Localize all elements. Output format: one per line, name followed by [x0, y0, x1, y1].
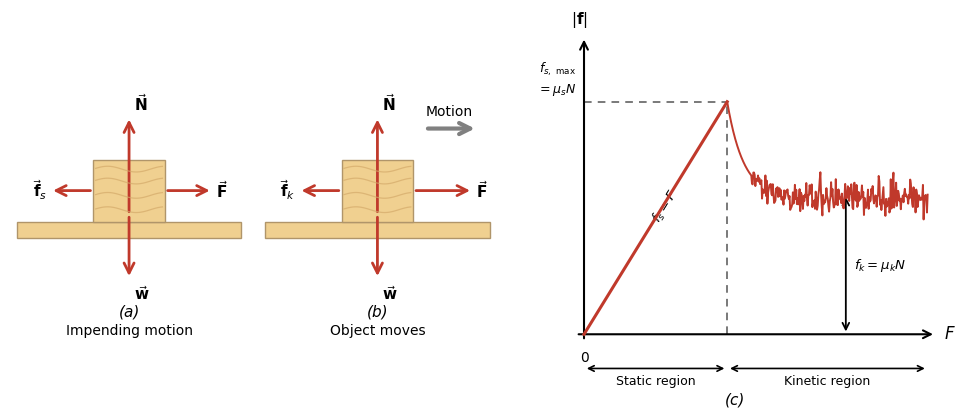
Text: Object moves: Object moves: [329, 324, 426, 338]
Text: $\vec{\mathbf{w}}$: $\vec{\mathbf{w}}$: [382, 285, 397, 303]
Bar: [94, 160, 165, 221]
Text: Impending motion: Impending motion: [65, 324, 193, 338]
Text: $f_{s,\mathrm{\ max}}$
$= \mu_s N$: $f_{s,\mathrm{\ max}}$ $= \mu_s N$: [537, 60, 576, 98]
Text: (b): (b): [366, 305, 389, 320]
Text: $\vec{\mathbf{F}}$: $\vec{\mathbf{F}}$: [476, 180, 489, 201]
Text: Static region: Static region: [616, 375, 695, 388]
Text: $\vec{\mathbf{f}}_s$: $\vec{\mathbf{f}}_s$: [32, 179, 47, 202]
Text: $\vec{\mathbf{F}}$: $\vec{\mathbf{F}}$: [216, 180, 229, 201]
Text: $f_k = \mu_k N$: $f_k = \mu_k N$: [854, 257, 907, 274]
Text: Motion: Motion: [426, 105, 472, 119]
Bar: [342, 160, 413, 221]
Text: 0: 0: [580, 352, 588, 365]
Bar: [265, 221, 490, 239]
Text: (c): (c): [726, 392, 745, 407]
Text: $\vec{\mathbf{w}}$: $\vec{\mathbf{w}}$: [133, 285, 149, 303]
Text: $f_s = F$: $f_s = F$: [649, 188, 682, 226]
Text: $|\mathbf{f}|$: $|\mathbf{f}|$: [572, 10, 588, 30]
Bar: [17, 221, 242, 239]
Text: $\vec{\mathbf{f}}_k$: $\vec{\mathbf{f}}_k$: [280, 179, 295, 202]
Text: $F$: $F$: [944, 325, 955, 343]
Text: $\vec{\mathbf{N}}$: $\vec{\mathbf{N}}$: [133, 93, 147, 114]
Text: Kinetic region: Kinetic region: [784, 375, 871, 388]
Text: $\vec{\mathbf{N}}$: $\vec{\mathbf{N}}$: [382, 93, 395, 114]
Text: (a): (a): [119, 305, 139, 320]
